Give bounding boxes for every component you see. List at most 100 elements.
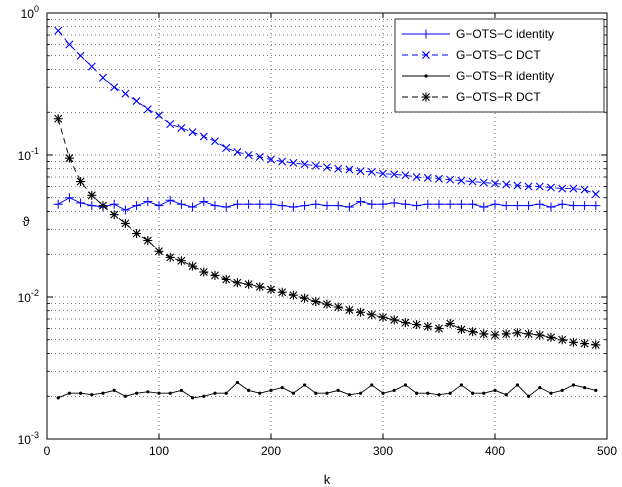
data-point	[211, 137, 219, 146]
x-tick-label: 400	[485, 444, 505, 458]
data-point	[67, 391, 71, 395]
data-point	[344, 305, 354, 315]
data-point	[512, 328, 522, 338]
series-layer	[53, 26, 601, 400]
legend: G−OTS−C identity G−OTS−C DCT G−OTS−R ident…	[394, 18, 605, 113]
data-point	[258, 391, 262, 395]
data-point	[232, 278, 242, 288]
data-point	[434, 199, 444, 209]
data-point	[446, 175, 455, 184]
data-point	[244, 279, 254, 289]
data-point	[333, 201, 343, 211]
data-point	[426, 391, 430, 395]
data-point	[76, 198, 86, 208]
data-point	[344, 202, 354, 212]
y-tick-label: 100	[21, 4, 39, 21]
series-4	[53, 114, 601, 350]
data-point	[120, 218, 130, 228]
data-point	[479, 329, 489, 339]
data-point	[512, 201, 522, 211]
grid-lines	[47, 13, 607, 439]
data-point	[325, 391, 329, 395]
data-point	[235, 380, 239, 385]
data-point	[491, 179, 499, 188]
data-point	[121, 89, 130, 98]
data-point	[247, 388, 251, 392]
plot-frame	[46, 12, 608, 440]
data-point	[370, 383, 374, 387]
legend-marker	[424, 74, 428, 78]
data-point	[591, 340, 601, 350]
data-point	[280, 386, 284, 390]
data-point	[591, 190, 600, 199]
data-point	[311, 296, 321, 306]
data-point	[359, 391, 363, 395]
data-point	[54, 26, 63, 35]
data-point	[558, 184, 567, 193]
data-point	[379, 169, 387, 178]
data-point	[367, 310, 377, 320]
data-point	[400, 318, 410, 328]
data-point	[392, 388, 396, 392]
data-point	[513, 181, 522, 190]
data-point	[479, 178, 488, 187]
data-point	[179, 388, 183, 392]
data-point	[347, 393, 351, 397]
data-point	[403, 383, 407, 387]
data-point	[580, 185, 589, 194]
data-point	[390, 170, 399, 179]
data-point	[400, 199, 410, 209]
data-point	[288, 290, 298, 300]
data-point	[224, 391, 228, 395]
legend-item: G−OTS−R DCT	[402, 90, 541, 104]
legend-label: G−OTS−C identity	[456, 27, 554, 41]
data-point	[482, 391, 486, 395]
data-point	[456, 325, 466, 335]
data-point	[535, 199, 545, 209]
data-point	[568, 201, 578, 211]
data-point	[546, 332, 556, 342]
data-point	[154, 201, 164, 211]
data-point	[87, 190, 97, 200]
legend-label: G−OTS−R identity	[456, 69, 554, 83]
data-point	[448, 391, 452, 395]
data-point	[456, 199, 466, 209]
data-point	[323, 163, 331, 172]
data-point	[202, 394, 206, 398]
series-2	[54, 26, 600, 199]
data-point	[445, 319, 455, 329]
data-point	[389, 198, 399, 208]
x-tick-label: 0	[44, 444, 51, 458]
data-point	[255, 152, 264, 161]
data-point	[53, 114, 63, 124]
data-point	[322, 201, 332, 211]
data-point	[557, 335, 567, 345]
data-point	[381, 391, 385, 395]
data-point	[568, 337, 578, 347]
data-point	[266, 284, 276, 294]
series-1	[53, 193, 601, 215]
data-point	[277, 201, 287, 211]
data-point	[244, 151, 253, 159]
data-point	[311, 199, 321, 209]
data-point	[571, 383, 576, 387]
data-point	[87, 201, 97, 211]
data-point	[177, 123, 186, 132]
data-point	[87, 62, 96, 71]
data-point	[53, 199, 63, 209]
data-point	[401, 171, 410, 180]
data-point	[334, 164, 343, 173]
legend-item: G−OTS−C DCT	[402, 48, 541, 62]
data-point	[569, 184, 578, 193]
data-point	[233, 148, 242, 156]
data-point	[549, 391, 553, 395]
data-point	[288, 202, 298, 212]
data-point	[132, 229, 142, 239]
data-point	[591, 201, 601, 211]
data-point	[168, 391, 172, 395]
data-point	[314, 391, 318, 395]
data-point	[154, 246, 164, 256]
legend-marker	[421, 92, 431, 102]
data-point	[165, 195, 175, 205]
